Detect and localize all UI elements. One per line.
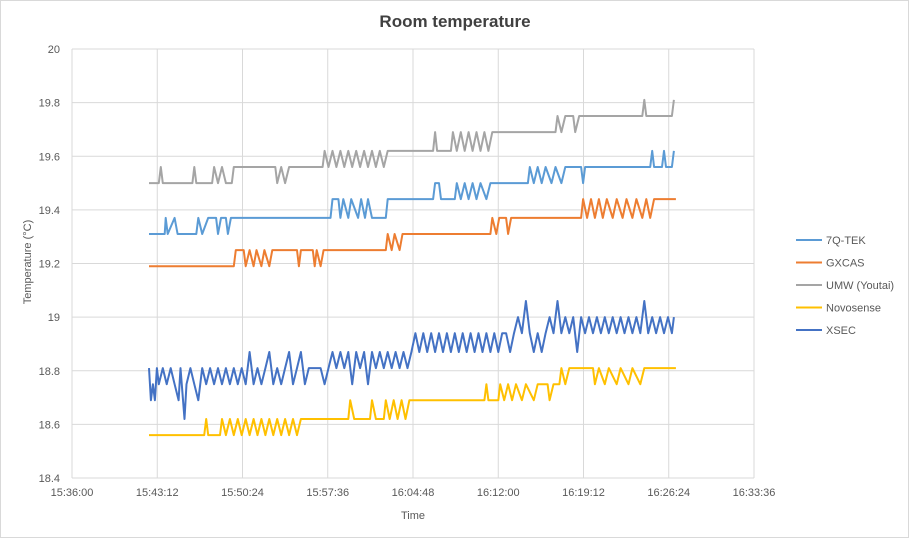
y-tick-labels: 18.4 18.6 18.8 19 19.2 19.4 19.6 19.8 20 xyxy=(39,44,60,485)
x-tick-label: 16:04:48 xyxy=(392,487,435,499)
y-tick-label: 20 xyxy=(48,44,60,56)
x-axis-title: Time xyxy=(401,510,425,522)
x-tick-label: 16:26:24 xyxy=(647,487,690,499)
legend-label-gxcas: GXCAS xyxy=(826,258,865,270)
y-tick-label: 18.8 xyxy=(39,366,60,378)
x-tick-label: 15:36:00 xyxy=(51,487,94,499)
legend-label-7q-tek: 7Q-TEK xyxy=(826,235,866,247)
y-tick-label: 19 xyxy=(48,312,60,324)
gridlines xyxy=(71,48,755,479)
legend-label-umw-youtai: UMW (Youtai) xyxy=(826,280,894,292)
y-axis-title: Temperature (°C) xyxy=(22,220,34,304)
x-tick-label: 15:43:12 xyxy=(136,487,179,499)
x-tick-label: 16:33:36 xyxy=(733,487,776,499)
legend-label-novosense: Novosense xyxy=(826,303,881,315)
legend-label-xsec: XSEC xyxy=(826,325,856,337)
series-line-7q-tek xyxy=(149,149,675,235)
x-tick-label: 15:57:36 xyxy=(306,487,349,499)
y-tick-label: 19.4 xyxy=(39,205,60,217)
x-tick-labels: 15:36:00 15:43:12 15:50:24 15:57:36 16:04:48… xyxy=(51,487,776,499)
x-tick-label: 16:12:00 xyxy=(477,487,520,499)
y-tick-label: 19.2 xyxy=(39,259,60,271)
x-tick-label: 16:19:12 xyxy=(562,487,605,499)
x-tick-label: 15:50:24 xyxy=(221,487,264,499)
series-line-umw-youtai xyxy=(149,98,675,185)
series-lines xyxy=(148,98,676,437)
y-tick-label: 19.8 xyxy=(39,98,60,110)
y-tick-label: 19.6 xyxy=(39,151,60,163)
y-tick-label: 18.6 xyxy=(39,419,60,431)
series-line-novosense xyxy=(149,367,676,437)
series-line-gxcas xyxy=(149,198,676,268)
series-line-xsec xyxy=(148,300,675,420)
y-tick-label: 18.4 xyxy=(39,473,60,485)
chart-title: Room temperature xyxy=(379,12,530,31)
legend: 7Q-TEK GXCAS UMW (Youtai) Novosense XSEC xyxy=(796,235,894,337)
